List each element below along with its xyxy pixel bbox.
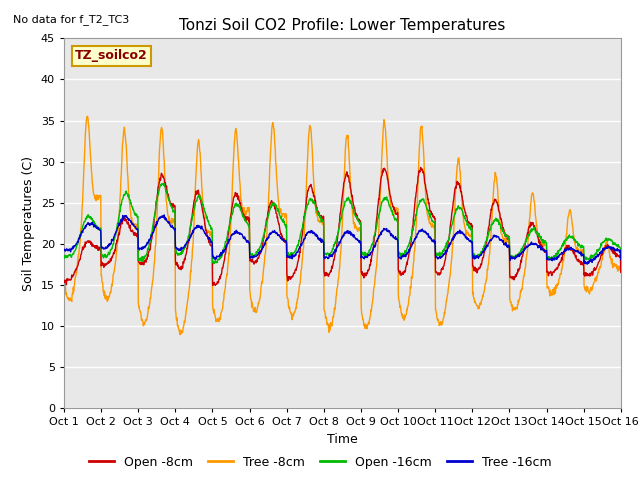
Legend: Open -8cm, Tree -8cm, Open -16cm, Tree -16cm: Open -8cm, Tree -8cm, Open -16cm, Tree -… [84, 451, 556, 474]
Title: Tonzi Soil CO2 Profile: Lower Temperatures: Tonzi Soil CO2 Profile: Lower Temperatur… [179, 18, 506, 33]
Text: TZ_soilco2: TZ_soilco2 [75, 49, 148, 62]
Text: No data for f_T2_TC3: No data for f_T2_TC3 [13, 14, 129, 25]
X-axis label: Time: Time [327, 432, 358, 445]
Y-axis label: Soil Temperatures (C): Soil Temperatures (C) [22, 156, 35, 291]
